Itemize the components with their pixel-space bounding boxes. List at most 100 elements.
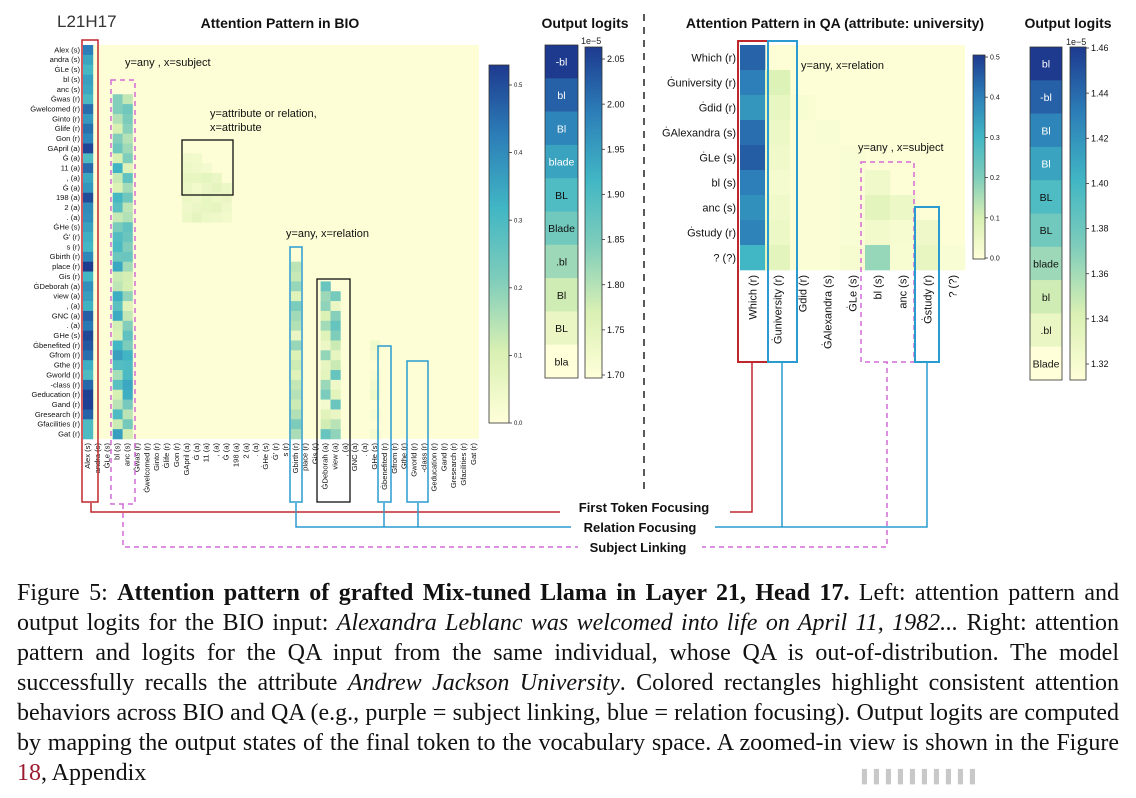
bio-heat-cell: [320, 409, 331, 420]
caption-text-2: Right: attention pattern and logits for …: [17, 610, 1119, 696]
bio-heat-cell: [112, 163, 123, 174]
caption-bold: Attention pattern of grafted Mix-tuned L…: [117, 580, 850, 606]
bio-logits-colorbar-tick-label: 1.80: [607, 280, 625, 290]
bio-logit-token: .bl: [556, 256, 567, 268]
qa-heat-cell: [815, 145, 841, 171]
bio-heat-cell: [122, 94, 133, 105]
qa-heat-cell: [740, 170, 766, 196]
bio-x-tick-label: Alex (s): [83, 443, 92, 469]
bio-heat-cell: [112, 419, 123, 430]
bio-colorbar-tick-label: 0.1: [514, 354, 523, 360]
bio-heat-cell: [83, 84, 94, 95]
caption-italic-1: Alexandra Leblanc was welcomed into life…: [336, 610, 959, 636]
bio-heat-cell: [221, 202, 232, 213]
bio-heat-cell: [83, 113, 94, 125]
qa-heat-cell: [765, 220, 791, 246]
bio-title: Attention Pattern in BIO: [201, 15, 360, 31]
bio-colorbar-tick-label: 0.4: [514, 151, 523, 157]
bio-heat-cell: [122, 419, 133, 430]
bio-x-tick-label: 198 (a): [231, 443, 240, 468]
qa-logit-cell: [1030, 213, 1062, 248]
bio-y-tick-label: 11 (a): [61, 164, 81, 173]
bio-heat-cell: [320, 301, 331, 312]
bio-heatmap-bg: [83, 45, 479, 439]
qa-y-tick-label: Which (r): [691, 52, 736, 64]
bio-colorbar-ticks: 0.5 0.4 0.3 0.2 0.1 0.0: [509, 83, 523, 427]
qa-logit-cell: [1030, 113, 1062, 148]
bio-heat-cell: [290, 330, 302, 341]
bio-x-tick-label: place (r): [301, 443, 310, 471]
qa-heat-cell: [790, 170, 816, 196]
bio-x-tick-label: s (r): [281, 443, 290, 457]
bio-y-tick-label: Ġwas (r): [51, 95, 81, 104]
bio-logit-cell: [545, 144, 578, 179]
bio-heat-cell: [320, 360, 331, 371]
bio-y-tick-label: Gthe (r): [54, 361, 81, 370]
bio-heat-cell: [112, 212, 123, 223]
bio-heat-cell: [290, 360, 302, 371]
qa-heat-cell: [815, 170, 841, 196]
bio-x-tick-label: . (a): [360, 443, 369, 457]
bio-x-tick-label: ĠLe (s): [103, 443, 112, 469]
bio-heat-cell: [201, 212, 212, 223]
bio-logit-token: -bl: [556, 57, 568, 69]
bio-heat-cell: [112, 291, 123, 302]
caption-text-4: , Appendix: [41, 760, 147, 786]
bio-heat-cell: [122, 320, 133, 331]
bio-heat-cell: [83, 409, 94, 420]
bio-heat-cell: [83, 133, 94, 144]
bio-heat-cell: [182, 173, 193, 184]
bio-heat-cell: [83, 153, 94, 164]
bio-logit-token: Bl: [557, 123, 566, 135]
bio-logits-colorbar-tick-label: 2.05: [607, 54, 625, 64]
qa-heat-cell: [840, 170, 866, 196]
qa-logit-token: BL: [1040, 192, 1053, 204]
qa-logits-colorbar-tick-label: 1.38: [1091, 224, 1109, 234]
qa-heatmap: [740, 45, 966, 271]
bio-heat-cell: [191, 212, 203, 223]
bio-heat-cell: [83, 261, 94, 272]
bio-x-tick-label: ĠHe (s): [261, 443, 270, 470]
bio-logit-cell: [545, 311, 578, 345]
caption-figure-ref[interactable]: 18: [17, 760, 41, 786]
bio-heat-cell: [290, 281, 302, 292]
bio-heat-cell: [201, 202, 212, 213]
bio-y-tick-label: Ġ (a): [63, 183, 81, 192]
bio-heat-cell: [221, 212, 232, 223]
bio-heat-cell: [112, 310, 123, 322]
bio-heat-cell: [83, 202, 94, 213]
legend-first-token: First Token Focusing: [579, 500, 710, 515]
qa-heat-cell: [890, 195, 916, 221]
bio-attention-colorbar: [488, 64, 510, 424]
legend-subject-linking: Subject Linking: [590, 540, 687, 555]
bio-heat-cell: [112, 389, 123, 400]
bio-y-tick-label: . (a): [66, 213, 80, 222]
bio-y-tick-label: Ginto (r): [52, 114, 80, 123]
bio-x-tick-label: Gat (r): [469, 443, 478, 465]
bio-y-tick-label: Ġ' (r): [63, 233, 81, 242]
bio-heat-cell: [290, 291, 302, 302]
bio-y-tick-label: Gfacilities (r): [37, 420, 80, 429]
bio-annotation-relation: y=any, x=relation: [286, 228, 369, 240]
bio-heat-cell: [320, 291, 331, 302]
bio-y-tick-label: anc (s): [57, 85, 81, 94]
bio-heat-cell: [330, 360, 341, 371]
connector-lines: [90, 362, 928, 548]
bio-heat-cell: [330, 301, 341, 312]
bio-heat-cell: [330, 330, 341, 341]
bio-heat-cell: [290, 301, 302, 312]
qa-y-tick-label: Ġdid (r): [699, 101, 736, 114]
qa-annotation-relation: y=any, x=relation: [801, 60, 884, 72]
bio-heat-cell: [122, 310, 133, 322]
bio-heat-cell: [83, 370, 94, 381]
bio-heat-cell: [83, 173, 94, 184]
bio-relation-box-1: [289, 246, 303, 503]
qa-x-tick-label: Ġdid (r): [796, 275, 809, 312]
bio-y-tick-label: Gfrom (r): [49, 351, 80, 360]
bio-heat-cell: [112, 330, 123, 341]
bio-heat-cell: [83, 94, 94, 105]
bio-heat-cell: [112, 232, 123, 243]
bio-first-token-box: [81, 39, 99, 503]
bio-y-tick-label: Gis (r): [59, 272, 81, 281]
qa-logit-cell: [1030, 313, 1062, 347]
